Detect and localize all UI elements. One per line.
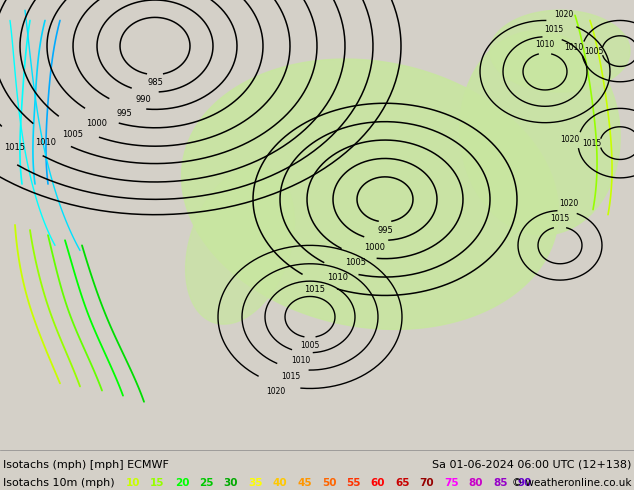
- Text: 1015: 1015: [544, 25, 563, 34]
- Text: 45: 45: [297, 478, 312, 488]
- Text: 985: 985: [147, 78, 163, 87]
- Text: 1005: 1005: [345, 258, 366, 267]
- Text: © weatheronline.co.uk: © weatheronline.co.uk: [512, 478, 631, 488]
- Text: 995: 995: [377, 225, 393, 235]
- Text: 1010: 1010: [564, 43, 584, 52]
- Text: 1020: 1020: [560, 135, 580, 144]
- Text: 40: 40: [273, 478, 287, 488]
- Text: 60: 60: [371, 478, 385, 488]
- Polygon shape: [490, 10, 630, 92]
- Text: 1005: 1005: [301, 341, 320, 350]
- Text: 1015: 1015: [4, 144, 25, 152]
- Text: 35: 35: [249, 478, 262, 488]
- Text: 995: 995: [117, 109, 132, 118]
- Text: 10: 10: [126, 478, 140, 488]
- Text: 1010: 1010: [327, 272, 347, 282]
- Polygon shape: [181, 59, 559, 329]
- Text: 990: 990: [136, 95, 152, 104]
- Text: 1005: 1005: [585, 47, 604, 56]
- Text: 50: 50: [321, 478, 336, 488]
- Text: 1010: 1010: [291, 356, 311, 365]
- Text: 1015: 1015: [304, 285, 325, 294]
- Text: 25: 25: [199, 478, 214, 488]
- Text: 1020: 1020: [554, 10, 574, 19]
- Text: 75: 75: [444, 478, 459, 488]
- Text: Isotachs (mph) [mph] ECMWF: Isotachs (mph) [mph] ECMWF: [3, 460, 169, 470]
- Text: 1000: 1000: [364, 243, 385, 252]
- Text: 15: 15: [150, 478, 165, 488]
- Text: 1015: 1015: [550, 214, 569, 223]
- Polygon shape: [460, 31, 620, 235]
- Text: 90: 90: [518, 478, 532, 488]
- Text: 1010: 1010: [36, 138, 56, 147]
- Text: 1000: 1000: [86, 120, 108, 128]
- Text: 1020: 1020: [266, 388, 285, 396]
- Text: 20: 20: [175, 478, 190, 488]
- Text: Sa 01-06-2024 06:00 UTC (12+138): Sa 01-06-2024 06:00 UTC (12+138): [432, 460, 631, 470]
- Text: 1015: 1015: [583, 139, 602, 147]
- Text: 1005: 1005: [63, 130, 84, 139]
- Text: 70: 70: [420, 478, 434, 488]
- Text: 55: 55: [346, 478, 361, 488]
- Text: 65: 65: [395, 478, 410, 488]
- Text: 30: 30: [224, 478, 238, 488]
- Text: 1020: 1020: [559, 198, 578, 208]
- Text: 80: 80: [469, 478, 483, 488]
- Text: Isotachs 10m (mph): Isotachs 10m (mph): [3, 478, 115, 488]
- Text: 1015: 1015: [281, 372, 300, 381]
- Text: 1010: 1010: [535, 41, 555, 49]
- Text: 85: 85: [493, 478, 508, 488]
- Polygon shape: [186, 167, 294, 324]
